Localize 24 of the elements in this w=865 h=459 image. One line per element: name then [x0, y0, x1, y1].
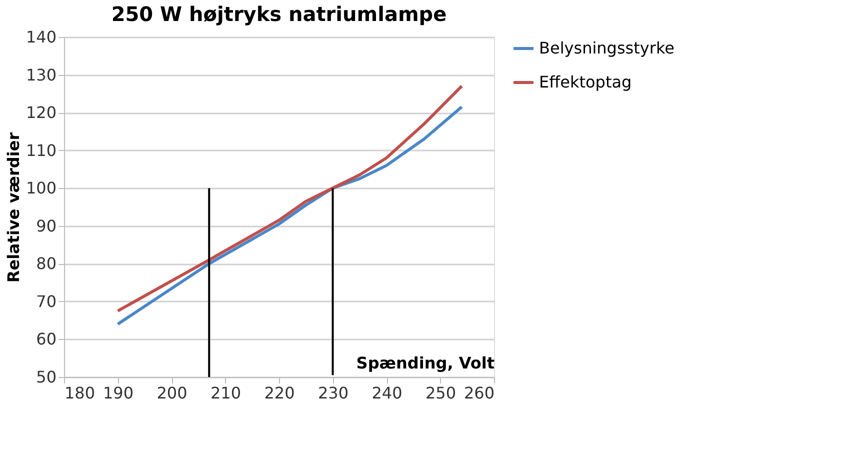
x-tick-label: 220 — [264, 384, 295, 402]
x-tick-label: 200 — [156, 384, 188, 402]
y-axis-title: Relative værdier — [4, 132, 23, 283]
y-tick-label: 60 — [36, 330, 56, 349]
chart-title: 250 W højtryks natriumlampe — [111, 2, 447, 26]
y-tick-label: 120 — [26, 103, 56, 122]
y-tick-label: 90 — [36, 216, 56, 236]
x-tick-label: 180 — [64, 384, 96, 402]
x-tick-label: 230 — [318, 384, 349, 402]
x-tick-label: 240 — [372, 384, 402, 402]
x-tick-label: 260 — [464, 384, 494, 402]
y-tick-label: 130 — [26, 65, 56, 84]
y-tick-label: 70 — [36, 292, 56, 311]
x-tick-label: 210 — [210, 384, 242, 402]
y-tick-label: 140 — [26, 28, 56, 46]
legend-label: Belysningsstyrke — [539, 38, 674, 58]
y-tick-label: 100 — [26, 178, 56, 198]
x-tick-label: 250 — [425, 384, 456, 402]
x-axis-title: Spænding, Volt — [356, 354, 495, 372]
y-tick-label: 50 — [36, 368, 56, 386]
y-tick-label: 110 — [26, 140, 56, 160]
x-tick-label: 190 — [102, 384, 134, 402]
y-tick-label: 80 — [36, 254, 56, 274]
legend-label: Effektoptag — [539, 72, 632, 92]
